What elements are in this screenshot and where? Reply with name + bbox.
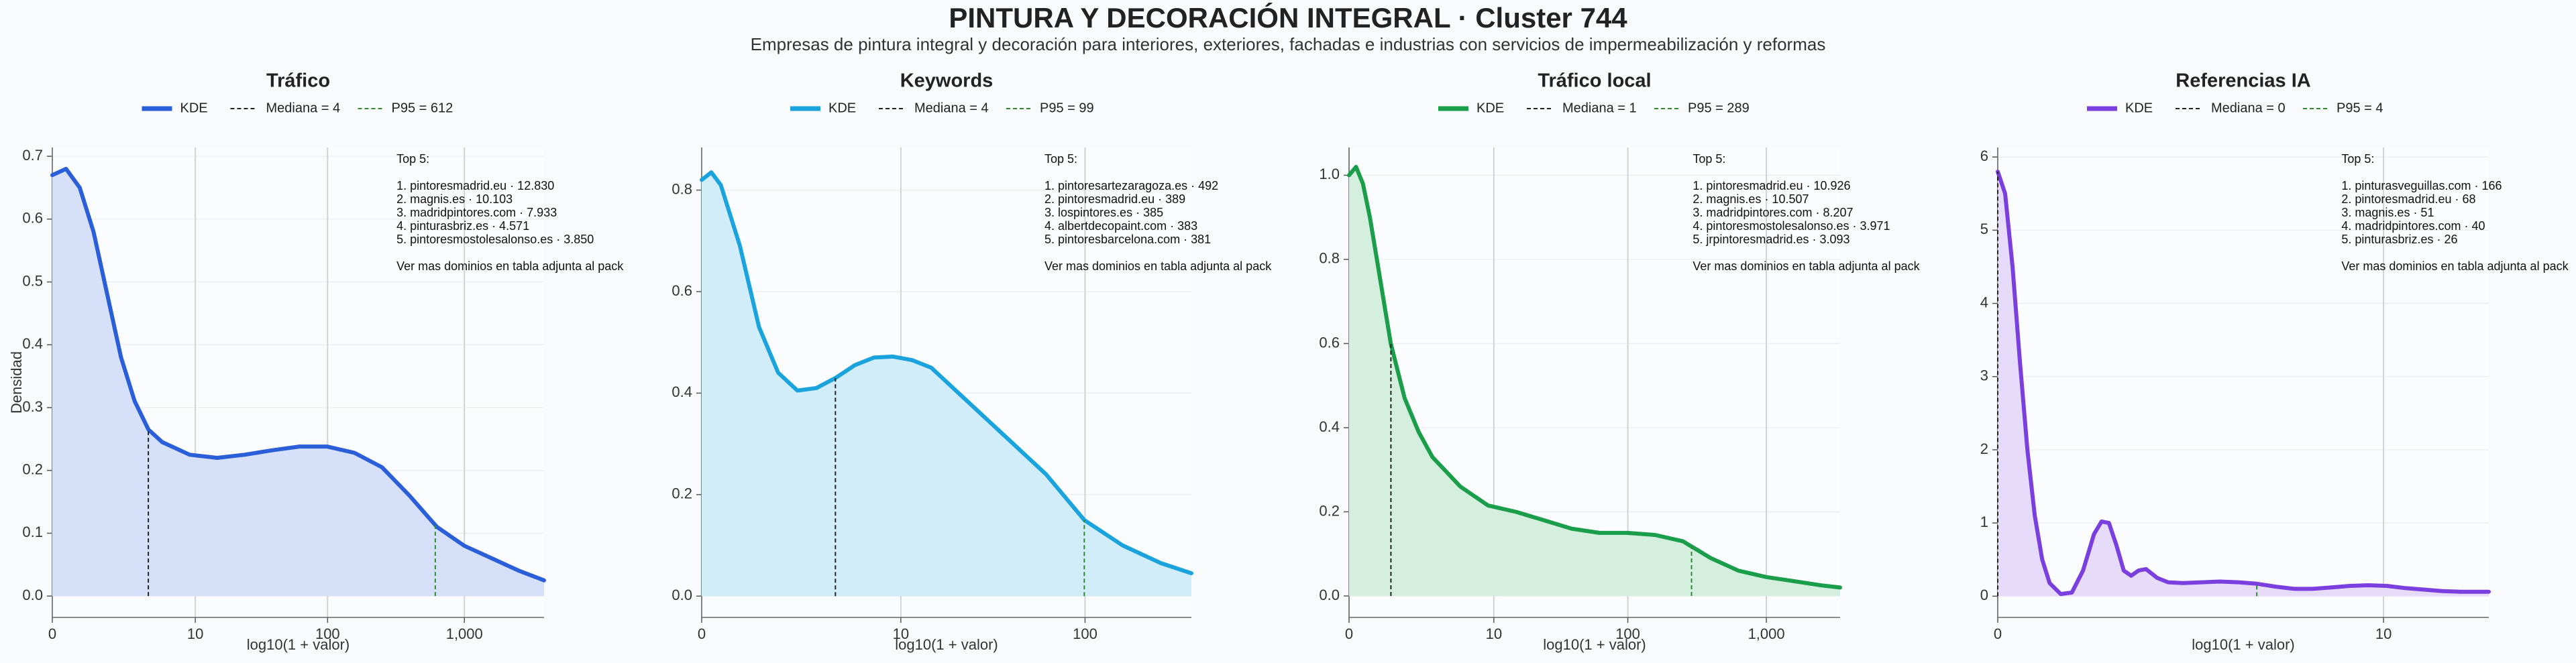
x-tick-label: 10 bbox=[187, 625, 203, 642]
y-tick-label: 0.1 bbox=[22, 524, 43, 540]
x-tick-label: 0 bbox=[1345, 625, 1353, 642]
y-tick-label: 0.8 bbox=[1319, 250, 1340, 267]
annotation-item: 4. madridpintores.com · 40 bbox=[2341, 219, 2485, 233]
annotation-item: 3. magnis.es · 51 bbox=[2341, 206, 2434, 219]
annotation-footer: Ver mas dominios en tabla adjunta al pac… bbox=[2341, 259, 2569, 273]
annotation-item: 4. pintoresmostolesalonso.es · 3.971 bbox=[1693, 219, 1890, 233]
panel-title: Keywords bbox=[900, 70, 994, 92]
kde-line bbox=[1347, 164, 1842, 590]
x-tick-label: 0 bbox=[48, 625, 56, 642]
y-tick-label: 0.0 bbox=[22, 587, 43, 603]
y-tick-label: 0.0 bbox=[1319, 587, 1340, 603]
x-axis-label: log10(1 + valor) bbox=[2192, 636, 2294, 653]
annotation-item: 3. lospintores.es · 385 bbox=[1044, 206, 1163, 219]
legend-label: KDE bbox=[2125, 101, 2153, 115]
annotation-item: 4. pinturasbriz.es · 4.571 bbox=[396, 219, 529, 233]
x-tick-label: 0 bbox=[1994, 625, 2002, 642]
annotation-item: 3. madridpintores.com · 7.933 bbox=[396, 206, 557, 219]
legend-label: KDE bbox=[1477, 101, 1504, 115]
y-tick-label: 0.2 bbox=[1319, 502, 1340, 519]
annotation-heading: Top 5: bbox=[2341, 152, 2374, 166]
x-tick-label: 1,000 bbox=[446, 625, 483, 642]
chart-subtitle: Empresas de pintura integral y decoració… bbox=[751, 34, 1826, 54]
y-tick-label: 1 bbox=[1980, 514, 1988, 530]
panel-title: Tráfico local bbox=[1538, 70, 1651, 92]
kde-area bbox=[52, 168, 544, 597]
annotation-item: 1. pintoresmadrid.eu · 10.926 bbox=[1693, 179, 1850, 192]
y-tick-label: 1.0 bbox=[1319, 166, 1340, 182]
annotation-footer: Ver mas dominios en tabla adjunta al pac… bbox=[1044, 259, 1272, 273]
legend-label: Mediana = 4 bbox=[266, 101, 341, 115]
legend-label: P95 = 99 bbox=[1040, 101, 1094, 115]
kde-area bbox=[1349, 166, 1840, 596]
x-axis-label: log10(1 + valor) bbox=[1543, 636, 1646, 653]
y-axis-label: Densidad bbox=[8, 351, 25, 414]
x-tick-label: 100 bbox=[1615, 625, 1640, 642]
annotation-footer: Ver mas dominios en tabla adjunta al pac… bbox=[1693, 259, 1920, 273]
annotation-item: 2. magnis.es · 10.507 bbox=[1693, 192, 1809, 206]
x-tick-label: 100 bbox=[315, 625, 340, 642]
annotation-item: 3. madridpintores.com · 8.207 bbox=[1693, 206, 1853, 219]
y-tick-label: 0.4 bbox=[22, 335, 43, 352]
kde-line bbox=[1996, 170, 2491, 597]
y-tick-label: 0.2 bbox=[22, 461, 43, 478]
y-tick-label: 0 bbox=[1980, 587, 1988, 603]
legend-label: P95 = 612 bbox=[392, 101, 453, 115]
chart-title: PINTURA Y DECORACIÓN INTEGRAL · Cluster … bbox=[949, 1, 1627, 34]
annotation-item: 5. pintoresbarcelona.com · 381 bbox=[1044, 233, 1211, 246]
y-tick-label: 3 bbox=[1980, 367, 1988, 384]
y-tick-label: 0.6 bbox=[672, 282, 692, 299]
legend-label: Mediana = 1 bbox=[1562, 101, 1637, 115]
x-tick-label: 0 bbox=[698, 625, 706, 642]
annotation-item: 4. albertdecopaint.com · 383 bbox=[1044, 219, 1197, 233]
y-tick-label: 0.2 bbox=[672, 485, 692, 502]
annotation-item: 2. pintoresmadrid.eu · 389 bbox=[1044, 192, 1185, 206]
annotation-item: 1. pintoresmadrid.eu · 12.830 bbox=[396, 179, 554, 192]
annotation-item: 1. pintoresartezaragoza.es · 492 bbox=[1044, 179, 1218, 192]
y-tick-label: 6 bbox=[1980, 147, 1988, 164]
annotation-item: 5. pintoresmostolesalonso.es · 3.850 bbox=[396, 233, 594, 246]
annotation-heading: Top 5: bbox=[1044, 152, 1077, 166]
y-tick-label: 4 bbox=[1980, 294, 1988, 310]
annotation-heading: Top 5: bbox=[1693, 152, 1725, 166]
legend-label: P95 = 289 bbox=[1688, 101, 1750, 115]
x-tick-label: 10 bbox=[1486, 625, 1502, 642]
y-tick-label: 0.4 bbox=[1319, 418, 1340, 435]
x-tick-label: 100 bbox=[1073, 625, 1097, 642]
x-axis-label: log10(1 + valor) bbox=[895, 636, 998, 653]
annotation-heading: Top 5: bbox=[396, 152, 429, 166]
x-tick-label: 10 bbox=[893, 625, 909, 642]
y-tick-label: 2 bbox=[1980, 440, 1988, 457]
y-tick-label: 0.0 bbox=[672, 587, 692, 603]
annotation-item: 2. pintoresmadrid.eu · 68 bbox=[2341, 192, 2475, 206]
x-tick-label: 1,000 bbox=[1748, 625, 1785, 642]
y-tick-label: 0.3 bbox=[22, 398, 43, 415]
legend-label: Mediana = 4 bbox=[914, 101, 989, 115]
x-axis-label: log10(1 + valor) bbox=[247, 636, 350, 653]
y-tick-label: 0.6 bbox=[1319, 334, 1340, 351]
y-tick-label: 0.4 bbox=[672, 383, 692, 400]
annotation-item: 1. pinturasveguillas.com · 166 bbox=[2341, 179, 2502, 192]
y-tick-label: 0.6 bbox=[22, 210, 43, 227]
annotation-item: 5. pinturasbriz.es · 26 bbox=[2341, 233, 2457, 246]
annotation-footer: Ver mas dominios en tabla adjunta al pac… bbox=[396, 259, 624, 273]
y-tick-label: 0.8 bbox=[672, 180, 692, 197]
plot-area bbox=[1998, 147, 2489, 617]
legend-label: Mediana = 0 bbox=[2211, 101, 2286, 115]
x-tick-label: 10 bbox=[2375, 625, 2392, 642]
annotation-item: 5. jrpintoresmadrid.es · 3.093 bbox=[1693, 233, 1849, 246]
kde-line bbox=[50, 166, 546, 583]
legend-label: KDE bbox=[828, 101, 856, 115]
y-tick-label: 0.5 bbox=[22, 272, 43, 289]
panel-title: Tráfico bbox=[266, 70, 330, 92]
kde-line bbox=[700, 170, 1193, 576]
annotation-item: 2. magnis.es · 10.103 bbox=[396, 192, 513, 206]
legend-label: KDE bbox=[180, 101, 208, 115]
panel-title: Referencias IA bbox=[2176, 70, 2311, 92]
legend-label: P95 = 4 bbox=[2337, 101, 2383, 115]
y-tick-label: 0.7 bbox=[22, 147, 43, 164]
y-tick-label: 5 bbox=[1980, 221, 1988, 237]
